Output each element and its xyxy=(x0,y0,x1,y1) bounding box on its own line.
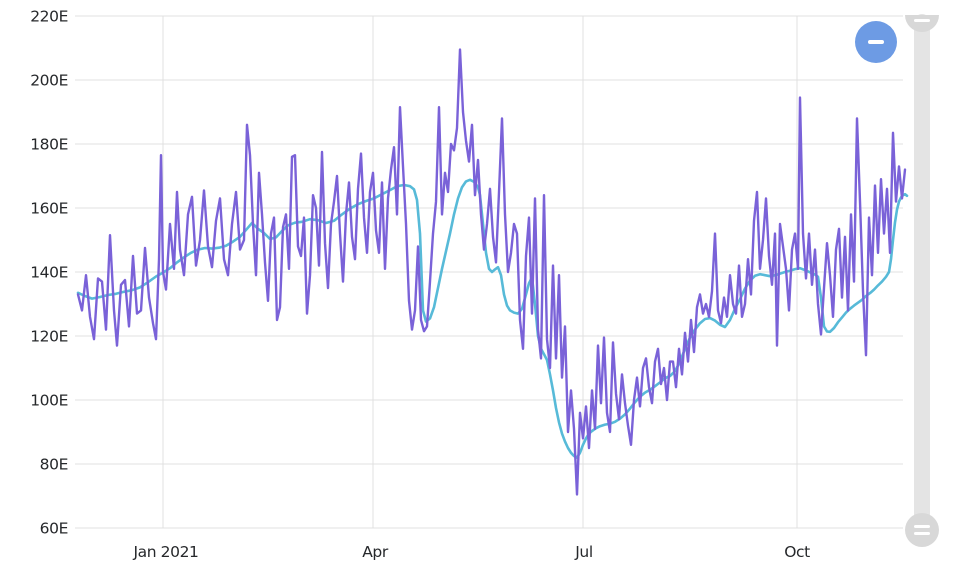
y-tick-label: 200E xyxy=(30,72,68,90)
y-tick-label: 180E xyxy=(30,136,68,154)
grip-line-icon xyxy=(914,19,930,22)
grip-line-icon xyxy=(913,525,930,528)
x-tick-label: Oct xyxy=(784,543,810,561)
x-tick-label: Jan 2021 xyxy=(132,543,198,561)
scrollbar-grip-top[interactable] xyxy=(905,15,939,32)
zoom-out-button[interactable] xyxy=(855,21,897,63)
y-tick-label: 80E xyxy=(40,456,68,474)
series-layer xyxy=(76,48,909,496)
x-tick-label: Jul xyxy=(574,543,593,561)
y-tick-label: 120E xyxy=(30,328,68,346)
scrollbar-grip-bottom[interactable] xyxy=(904,513,939,547)
minus-icon xyxy=(868,40,884,44)
y-tick-label: 160E xyxy=(30,200,68,218)
y-tick-label: 220E xyxy=(30,8,68,26)
scrollbar-track[interactable] xyxy=(914,14,930,546)
value-axis-scrollbar[interactable] xyxy=(904,0,940,578)
axis-label-layer: 60E 80E 100E 120E 140E 160E 180E 200E 220E Jan 20… xyxy=(30,8,810,562)
grip-line-icon xyxy=(913,532,930,535)
y-tick-label: 100E xyxy=(30,392,68,410)
series-purple-volatile xyxy=(76,48,907,496)
y-tick-label: 140E xyxy=(30,264,68,282)
y-tick-label: 60E xyxy=(40,520,68,538)
x-tick-label: Apr xyxy=(362,543,389,561)
